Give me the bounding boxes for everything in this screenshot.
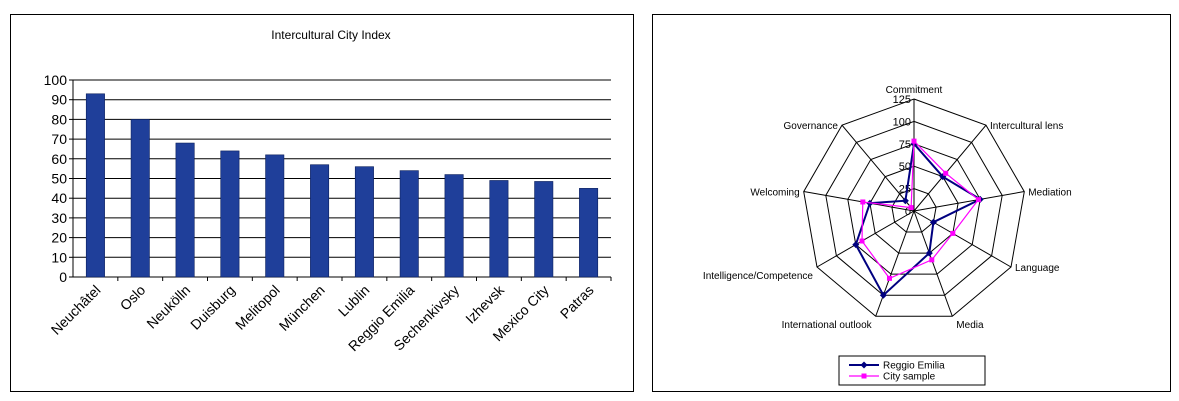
radar-point <box>879 291 887 299</box>
radar-gridring <box>847 143 981 275</box>
radar-legend-label: City sample <box>883 372 936 383</box>
bar-chart-panel: Intercultural City Index 0 10 20 30 40 50 60 70… <box>10 14 634 392</box>
bar-ytick-label: 100 <box>44 72 68 88</box>
radar-chart: 0 25 50 75 100 125 Commitment Intercultural le… <box>703 85 1072 386</box>
radar-point <box>901 197 909 205</box>
bar <box>534 181 554 278</box>
bar <box>265 154 285 278</box>
radar-spoke <box>816 210 915 268</box>
radar-spoke <box>913 191 1025 212</box>
bar-ytick-label: 50 <box>51 171 67 187</box>
bar-ytick-label: 0 <box>59 269 67 285</box>
bar-chart-title: Intercultural City Index <box>271 28 390 42</box>
radar-point <box>886 275 892 281</box>
bar <box>354 166 374 278</box>
radar-rtick-label: 125 <box>893 94 911 106</box>
radar-point <box>908 205 914 211</box>
bar-category-label: München <box>276 282 328 334</box>
radar-legend-marker <box>860 361 868 369</box>
bar <box>220 150 240 278</box>
radar-rtick-label: 0 <box>905 206 911 218</box>
radar-legend-label: Reggio Emilia <box>883 361 945 372</box>
radar-gridring <box>825 120 1003 296</box>
bar-category-label: Izhevsk <box>462 281 508 327</box>
bar-category-label: Neuchâtel <box>48 282 104 338</box>
bar-category-label: Patras <box>557 282 597 322</box>
radar-axis-label: Language <box>1015 263 1060 274</box>
bar-ytick-label: 60 <box>51 151 67 167</box>
radar-legend-marker <box>861 373 867 379</box>
radar-point <box>929 218 937 226</box>
bar <box>399 170 419 278</box>
radar-legend-box <box>838 355 986 386</box>
bar <box>444 174 464 278</box>
bar-ytick-label: 30 <box>51 210 67 226</box>
radar-spoke <box>913 210 1012 268</box>
radar-point <box>925 249 933 257</box>
bar-category-label: Duisburg <box>187 282 238 333</box>
bar-category-label: Oslo <box>117 282 149 314</box>
radar-axis-label: International outlook <box>782 320 873 331</box>
radar-axis-label: Governance <box>784 121 839 132</box>
radar-point <box>975 197 981 203</box>
radar-point <box>852 241 860 249</box>
radar-rtick-label: 100 <box>893 116 911 128</box>
radar-axis-label: Welcoming <box>750 188 799 199</box>
bar-chart: Intercultural City Index 0 10 20 30 40 50 60 70… <box>44 28 612 354</box>
radar-point <box>860 199 866 205</box>
bar <box>85 93 105 278</box>
radar-point <box>929 257 935 263</box>
radar-spoke <box>913 124 987 212</box>
radar-point <box>859 238 865 244</box>
radar-point <box>911 138 917 144</box>
radar-axis-label: Media <box>956 320 984 331</box>
bar <box>130 119 150 278</box>
radar-spoke <box>803 191 915 212</box>
radar-rtick-label: 75 <box>899 139 911 151</box>
radar-point <box>943 170 949 176</box>
bar-category-label: Neukölln <box>143 282 193 332</box>
bar-ytick-label: 40 <box>51 190 67 206</box>
bar-category-label: Lublin <box>335 282 373 320</box>
radar-gridring <box>803 98 1025 317</box>
radar-series-line <box>854 143 983 297</box>
radar-axis-label: Intercultural lens <box>990 121 1063 132</box>
bar-ytick-label: 20 <box>51 230 67 246</box>
radar-spoke <box>875 210 915 317</box>
radar-rtick-label: 25 <box>899 184 911 196</box>
bar-ytick-label: 80 <box>51 111 67 127</box>
bar <box>579 188 599 278</box>
radar-spoke <box>841 124 915 212</box>
radar-axis-label: Mediation <box>1028 188 1071 199</box>
radar-chart-panel: 0 25 50 75 100 125 Commitment Intercultural le… <box>652 14 1171 392</box>
radar-rtick-label: 50 <box>899 161 911 173</box>
bar-ytick-label: 70 <box>51 131 67 147</box>
radar-gridring <box>869 165 959 254</box>
bar <box>489 180 509 278</box>
bar <box>175 142 195 278</box>
radar-point <box>950 230 956 236</box>
bar-category-label: Melitopol <box>232 282 283 333</box>
radar-series-line <box>861 140 980 280</box>
bar <box>310 164 330 278</box>
radar-axis-label: Intelligence/Competence <box>703 271 814 282</box>
bar-ytick-label: 10 <box>51 249 67 265</box>
radar-axis-label: Commitment <box>886 85 943 96</box>
bar-ytick-label: 90 <box>51 92 67 108</box>
radar-spoke <box>913 210 953 317</box>
